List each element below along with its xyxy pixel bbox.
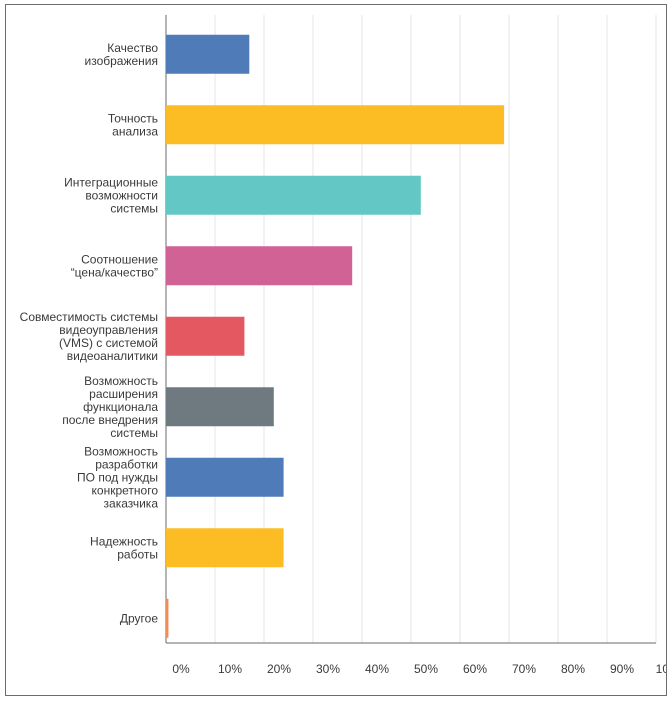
bar-6 [166, 457, 284, 497]
chart-frame: Качество изображения Точность анализа Интегр… [5, 4, 667, 696]
category-label-line: Точность [108, 111, 158, 125]
horizontal-bar-chart: Качество изображения Точность анализа Интегр… [20, 15, 666, 676]
category-label-line: видеоаналитики [67, 349, 158, 363]
category-label-line: Соотношение [81, 252, 158, 266]
category-label-line: Качество [107, 41, 158, 55]
bar-5 [166, 387, 274, 427]
x-tick-label: 50% [414, 662, 438, 676]
category-label-0: Качество изображения [85, 41, 159, 68]
bar-3 [166, 246, 353, 286]
category-label-line: конкретного [92, 483, 159, 497]
x-tick-label: 20% [267, 662, 291, 676]
x-tick-label: 100% [656, 662, 666, 676]
category-label-4: Совместимость системы видеоуправления (VMS… [20, 310, 158, 363]
category-label-line: системы [110, 201, 158, 215]
x-tick-label: 80% [561, 662, 585, 676]
x-tick-label: 90% [610, 662, 634, 676]
bar-0 [166, 34, 250, 74]
category-label-line: функционала [83, 400, 158, 414]
x-tick-label: 60% [463, 662, 487, 676]
category-label-line: видеоуправления [59, 323, 158, 337]
category-label-line: Надежность [90, 534, 158, 548]
x-tick-label: 0% [172, 662, 190, 676]
category-label-7: Надежность работы [90, 534, 158, 561]
bar-7 [166, 528, 284, 568]
bars [166, 34, 505, 638]
x-tick-label: 10% [218, 662, 242, 676]
category-label-line: анализа [112, 124, 158, 138]
category-label-line: возможности [85, 188, 158, 202]
category-label-line: Интеграционные [64, 175, 158, 189]
category-label-line: Совместимость системы [20, 310, 158, 324]
bar-8 [166, 598, 169, 638]
category-label-line: работы [117, 547, 158, 561]
category-label-line: после внедрения [62, 413, 158, 427]
category-label-line: Возможность [84, 374, 158, 388]
category-label-line: Возможность [84, 444, 158, 458]
category-label-line: расширения [89, 387, 158, 401]
category-label-line: (VMS) с системой [59, 336, 158, 350]
category-label-3: Соотношение “цена/качество” [71, 252, 159, 279]
category-label-8: Другое [120, 611, 158, 625]
bar-1 [166, 105, 505, 145]
category-label-line: ПО под нужды [77, 470, 158, 484]
x-tick-label: 30% [316, 662, 340, 676]
category-label-line: Другое [120, 611, 158, 625]
category-label-line: “цена/качество” [71, 265, 158, 279]
category-label-line: системы [110, 426, 158, 440]
category-label-line: заказчика [104, 496, 159, 510]
category-label-5: Возможность расширения функционала после вн… [62, 374, 158, 440]
category-label-2: Интеграционные возможности системы [64, 175, 158, 215]
category-label-6: Возможность разработки ПО под нужды конкрет… [77, 444, 158, 510]
category-label-1: Точность анализа [108, 111, 158, 138]
bar-4 [166, 316, 245, 356]
x-tick-label: 70% [512, 662, 536, 676]
category-label-line: изображения [85, 54, 159, 68]
category-label-line: разработки [95, 457, 158, 471]
bar-2 [166, 175, 421, 215]
category-labels: Качество изображения Точность анализа Интегр… [20, 41, 159, 626]
x-tick-label: 40% [365, 662, 389, 676]
x-axis-ticks: 0% 10% 20% 30% 40% 50% 60% 70% 80% 90% 100% [172, 662, 666, 676]
